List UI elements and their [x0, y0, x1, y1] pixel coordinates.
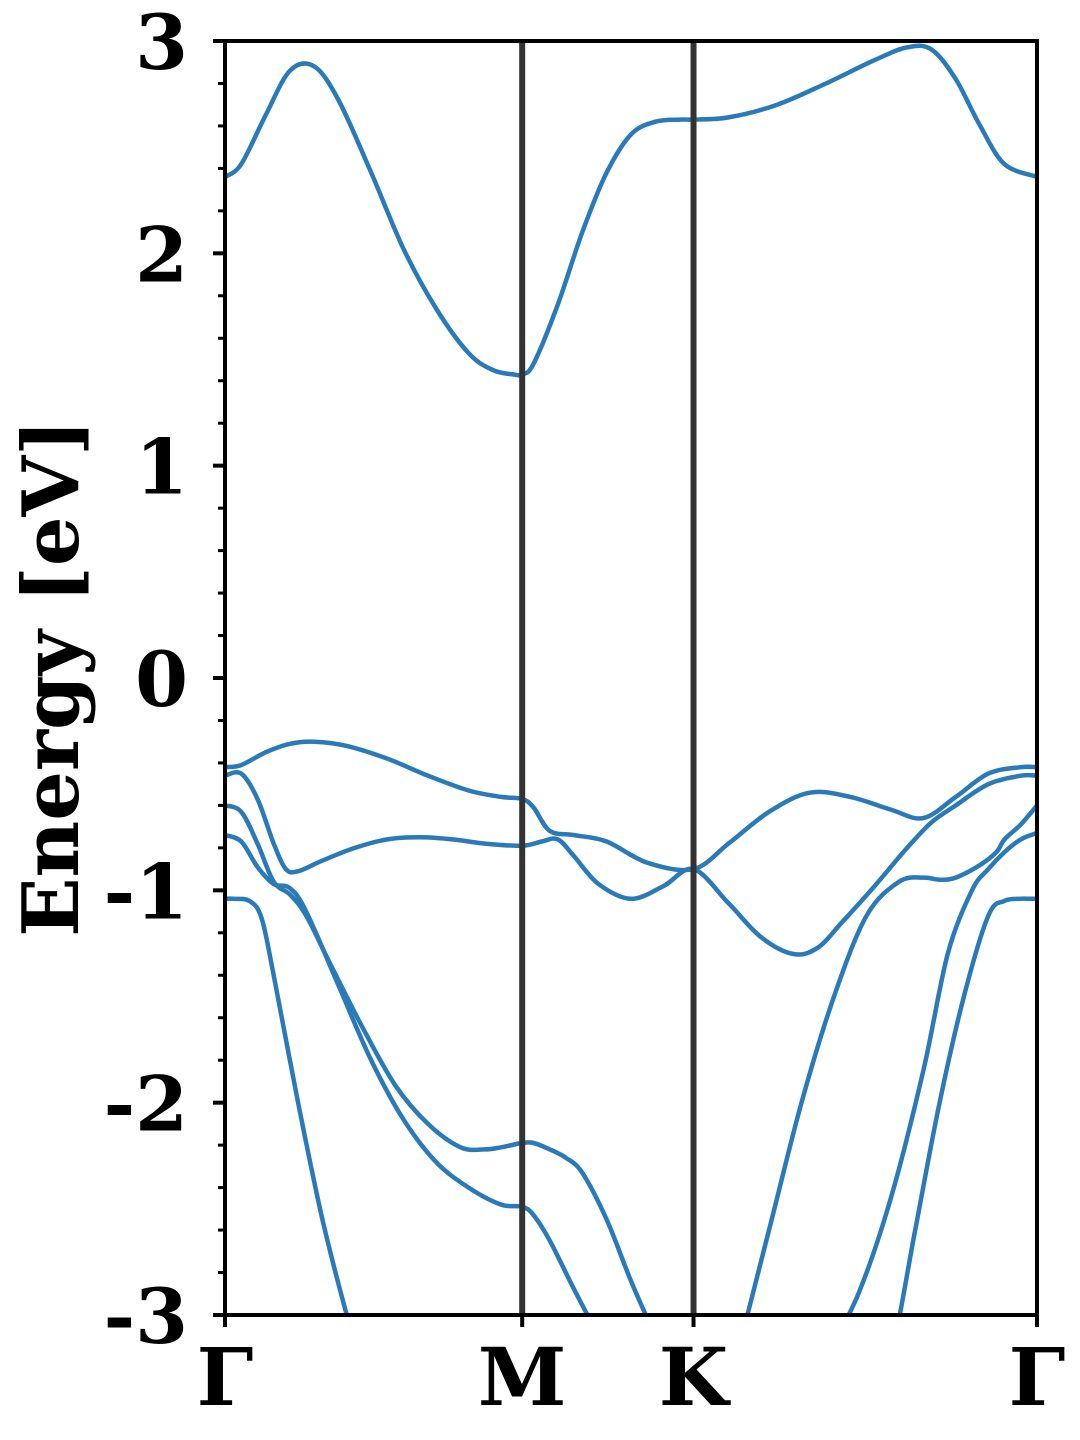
x-tick-label: M: [478, 1330, 567, 1424]
band-1: [225, 43, 1037, 378]
high-symmetry-lines: [519, 41, 697, 1315]
y-tick-label: 1: [135, 423, 188, 512]
x-tick-label: Γ: [197, 1330, 254, 1424]
band-9: [897, 896, 1037, 1315]
x-tick-label: K: [659, 1330, 731, 1424]
y-axis-label: Energy [eV]: [6, 419, 97, 937]
band-3: [225, 769, 1037, 957]
plot-frame: [223, 39, 1039, 1317]
y-tick-label: -1: [104, 847, 188, 936]
y-tick-label: 0: [135, 635, 188, 724]
y-tick-label: -3: [104, 1272, 188, 1361]
band-2: [225, 739, 1037, 873]
band-6: [225, 896, 350, 1315]
band-4: [225, 803, 649, 1315]
x-tick-label: Γ: [1009, 1330, 1066, 1424]
series-layer: [225, 43, 1037, 1315]
band-8: [846, 830, 1037, 1315]
y-axis-ticks: 3 2 1 0 -1 -2 -3: [104, 0, 225, 1361]
band-7: [745, 803, 1037, 1315]
y-tick-label: 2: [135, 210, 188, 299]
y-tick-label: -2: [104, 1060, 188, 1149]
band-5: [225, 832, 590, 1315]
y-tick-label: 3: [135, 0, 188, 87]
